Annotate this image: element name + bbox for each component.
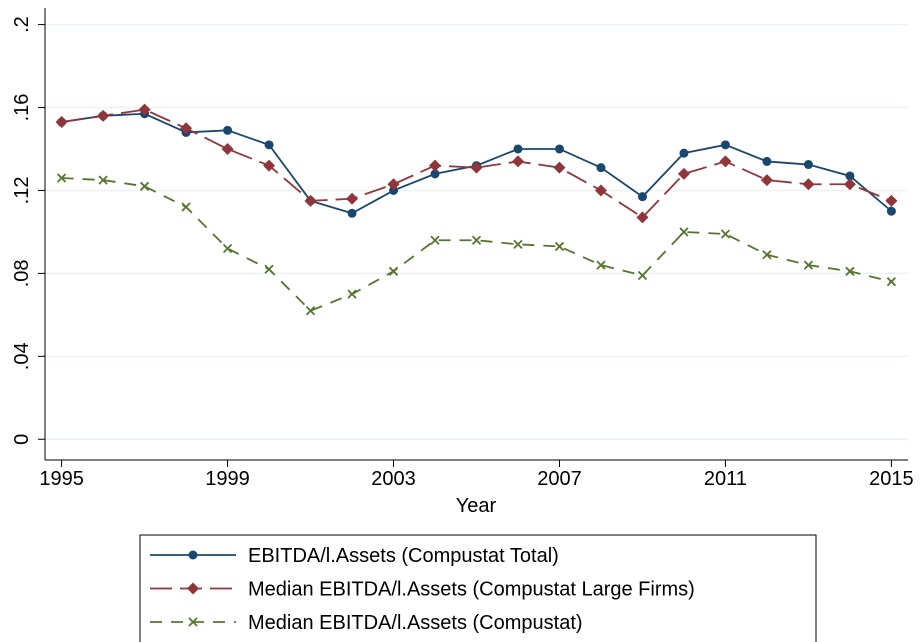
marker [637,270,648,281]
y-tick-label: .04 [11,342,33,370]
marker [180,122,193,135]
x-tick-label: 1999 [205,468,250,490]
marker [346,192,359,205]
marker [679,227,689,237]
y-tick-label: .16 [11,94,33,122]
y-tick-label: .2 [11,16,33,33]
marker [636,211,649,224]
marker [389,185,399,195]
marker [429,159,442,172]
y-tick-label: .12 [11,177,33,205]
marker [347,289,357,299]
series-line [61,177,892,312]
marker [387,178,400,191]
marker [56,173,67,183]
legend-label: Median EBITDA/l.Assets (Compustat) [248,612,583,634]
marker [845,266,855,276]
x-tick-label: 2007 [537,468,582,490]
marker [55,116,68,129]
marker [222,243,233,254]
marker [677,167,690,180]
marker [803,160,813,170]
x-tick-label: 1995 [39,468,84,490]
legend-marker [188,550,198,560]
marker [98,175,108,185]
x-tick-label: 2011 [704,468,747,490]
y-tick-label: 0 [11,434,33,445]
x-tick-label: 2015 [869,468,914,490]
marker [471,235,482,245]
marker [97,109,110,122]
x-axis-label: Year [456,495,497,517]
marker [554,241,565,252]
marker [720,229,731,239]
marker [554,144,564,154]
marker [886,206,896,216]
marker [720,140,730,150]
marker [843,178,856,191]
marker [637,192,647,202]
marker [347,208,357,218]
marker [470,161,483,174]
marker [430,169,440,179]
marker [762,156,772,166]
marker [181,202,191,212]
marker [264,140,274,150]
x-tick-label: 2003 [371,468,416,490]
marker [305,306,316,316]
marker [845,171,855,181]
marker [263,159,276,172]
marker [138,103,151,116]
marker [221,142,234,155]
marker [886,277,897,287]
legend-label: EBITDA/l.Assets (Compustat Total) [248,545,559,567]
legend-box [139,534,817,642]
marker [762,250,772,260]
marker [513,144,523,154]
legend-label: Median EBITDA/l.Assets (Compustat Large … [248,579,695,601]
marker [304,194,317,207]
marker [223,125,233,135]
y-tick-label: .08 [11,259,33,287]
marker [803,260,814,270]
marker [719,155,732,168]
marker [596,260,606,270]
marker [802,178,815,191]
marker [139,181,150,191]
marker [885,194,898,207]
legend-marker [188,617,198,627]
marker [511,155,524,168]
marker [760,174,773,187]
marker [553,161,566,174]
marker [594,184,607,197]
marker [513,239,523,250]
marker [679,148,689,158]
marker [264,264,274,274]
marker [430,235,440,245]
marker [596,163,606,173]
series-line [61,108,892,219]
marker [388,266,399,276]
legend-marker [187,582,199,595]
